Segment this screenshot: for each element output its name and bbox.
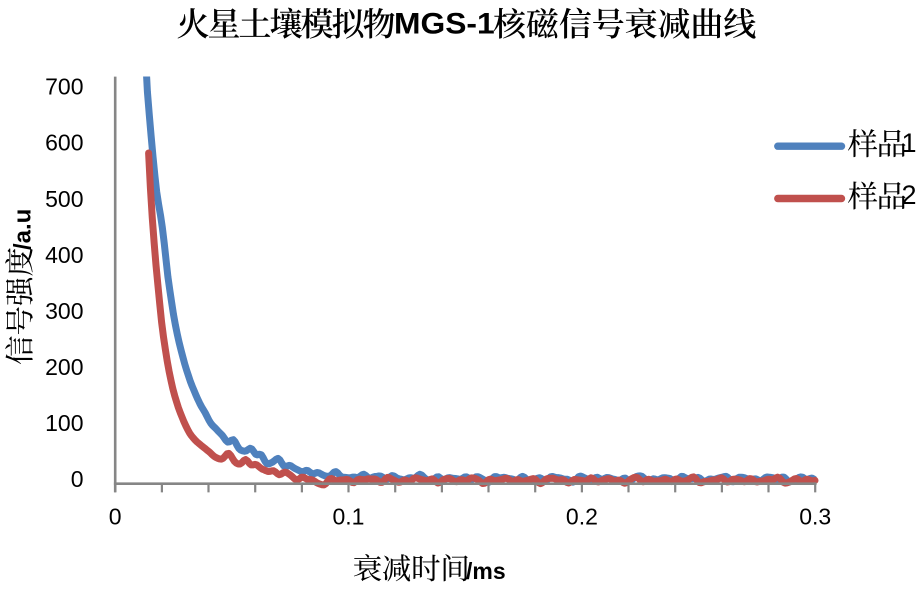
svg-text:1: 1: [902, 128, 917, 158]
svg-text:0.1: 0.1: [333, 504, 365, 530]
svg-text:200: 200: [45, 354, 83, 380]
svg-text:100: 100: [45, 410, 83, 436]
svg-text:/ms: /ms: [466, 558, 506, 584]
svg-text:0.3: 0.3: [799, 504, 831, 530]
svg-text:0: 0: [109, 504, 122, 530]
svg-text:MGS-1: MGS-1: [394, 6, 495, 40]
svg-text:0.2: 0.2: [566, 504, 598, 530]
svg-text:500: 500: [45, 186, 83, 212]
svg-text:400: 400: [45, 242, 83, 268]
svg-text:/a.u: /a.u: [9, 209, 36, 250]
svg-text:300: 300: [45, 298, 83, 324]
svg-text:0: 0: [71, 466, 84, 492]
svg-text:2: 2: [902, 180, 917, 210]
svg-text:600: 600: [45, 130, 83, 156]
svg-text:700: 700: [45, 74, 83, 100]
